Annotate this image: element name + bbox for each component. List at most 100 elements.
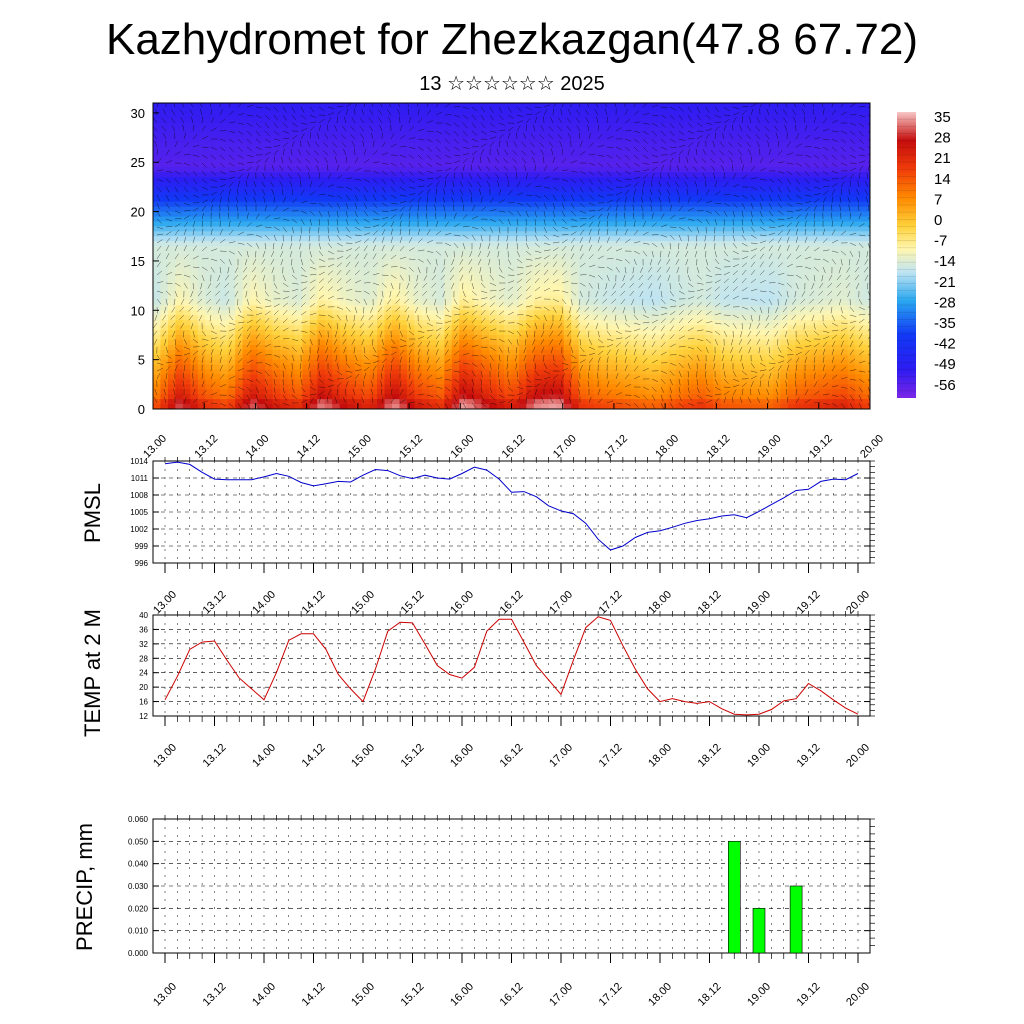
temp-panel: 40 36 32 28 24 20 16 12 13.00 13.12 14.00 14.12 15.0… bbox=[80, 609, 875, 770]
colorbar-label: 28 bbox=[934, 130, 951, 147]
x-tick-label: 14.00 bbox=[250, 981, 278, 1009]
colorbar-label: -35 bbox=[934, 315, 956, 332]
y-tick-label: 16 bbox=[139, 698, 148, 707]
precip-axis-label: PRECIP, mm bbox=[72, 823, 97, 951]
precip-panel: 0.060 0.050 0.040 0.030 0.020 0.010 0.000 13.00… bbox=[72, 815, 875, 1009]
colorbar-labels: 35 28 21 14 7 0 -7 -14 -21 -28 -35 -42 -49 -56 bbox=[934, 109, 956, 394]
cross-section-x-tick-label: 19.00 bbox=[756, 433, 784, 461]
y-tick-label: 0.040 bbox=[128, 860, 149, 869]
cross-section-y-tick-label: 10 bbox=[131, 303, 145, 318]
cross-section-x-tick-label: 15.12 bbox=[397, 433, 425, 461]
x-tick-label: 15.12 bbox=[399, 981, 427, 1009]
colorbar-label: -42 bbox=[934, 336, 956, 353]
x-tick-label: 18.12 bbox=[696, 981, 724, 1009]
colorbar-label: 7 bbox=[934, 191, 942, 208]
x-tick-label: 14.12 bbox=[300, 981, 328, 1009]
colorbar-bands bbox=[897, 118, 916, 392]
cross-section-x-tick-label: 18.12 bbox=[705, 433, 733, 461]
y-tick-label: 32 bbox=[139, 640, 148, 649]
x-tick-label: 16.00 bbox=[448, 981, 476, 1009]
cross-section-x-tick-label: 20.00 bbox=[858, 433, 886, 461]
y-tick-label: 0.030 bbox=[128, 882, 149, 891]
x-tick-label: 13.00 bbox=[151, 981, 179, 1009]
x-tick-label: 20.00 bbox=[844, 742, 872, 770]
cross-section-x-tick-label: 17.00 bbox=[551, 433, 579, 461]
y-tick-label: 999 bbox=[135, 542, 149, 551]
x-tick-label: 17.00 bbox=[547, 981, 575, 1009]
x-tick-label: 14.00 bbox=[250, 742, 278, 770]
y-tick-label: 0.060 bbox=[128, 815, 149, 824]
y-tick-label: 24 bbox=[139, 669, 148, 678]
y-tick-label: 28 bbox=[139, 654, 148, 663]
x-tick-label: 13.12 bbox=[201, 742, 229, 770]
x-tick-label: 18.00 bbox=[646, 742, 674, 770]
chart-subtitle: 13 ☆☆☆☆☆☆ 2025 bbox=[419, 73, 605, 95]
temp-axis-label: TEMP at 2 M bbox=[80, 609, 105, 737]
pmsl-series-line bbox=[164, 461, 859, 551]
y-tick-label: 0.020 bbox=[128, 904, 149, 913]
x-tick-label: 17.12 bbox=[597, 981, 625, 1009]
x-tick-label: 20.00 bbox=[844, 981, 872, 1009]
precip-bar bbox=[752, 907, 766, 954]
y-tick-label: 12 bbox=[139, 712, 148, 721]
y-tick-label: 0.050 bbox=[128, 837, 149, 846]
colorbar-label: -56 bbox=[934, 377, 956, 394]
y-tick-label: 1005 bbox=[130, 508, 148, 517]
y-tick-label: 996 bbox=[135, 559, 149, 568]
wind-vectors bbox=[153, 103, 870, 409]
colorbar-label: -7 bbox=[934, 233, 947, 250]
cross-section-x-axis: 13.00 13.12 14.00 14.12 15.00 15.12 16.00 16.12… bbox=[141, 403, 886, 461]
colorbar-label: 35 bbox=[934, 109, 951, 126]
temp-series-line bbox=[164, 616, 859, 716]
x-tick-label: 17.12 bbox=[597, 742, 625, 770]
x-tick-label: 18.00 bbox=[646, 981, 674, 1009]
x-tick-label: 19.12 bbox=[795, 742, 823, 770]
x-tick-label: 17.00 bbox=[547, 742, 575, 770]
y-tick-label: 1014 bbox=[130, 457, 148, 466]
cross-section-y-tick-label: 0 bbox=[138, 402, 145, 417]
colorbar-label: -21 bbox=[934, 274, 956, 291]
colorbar: 35 28 21 14 7 0 -7 -14 -21 -28 -35 -42 -49 -56 bbox=[897, 109, 956, 398]
cross-section-y-tick-label: 25 bbox=[131, 155, 145, 170]
cross-section-y-tick-label: 20 bbox=[131, 205, 145, 220]
x-tick-label: 13.00 bbox=[151, 742, 179, 770]
cross-section-x-tick-label: 15.00 bbox=[346, 433, 374, 461]
y-tick-label: 20 bbox=[139, 683, 148, 692]
x-tick-label: 19.00 bbox=[745, 742, 773, 770]
cross-section-x-tick-label: 14.00 bbox=[244, 433, 272, 461]
pmsl-axis-label: PMSL bbox=[80, 483, 105, 543]
colorbar-label: 14 bbox=[934, 171, 951, 188]
x-tick-label: 13.12 bbox=[201, 981, 229, 1009]
cross-section-x-tick-label: 18.00 bbox=[653, 433, 681, 461]
x-tick-label: 18.12 bbox=[696, 742, 724, 770]
colorbar-scale bbox=[897, 112, 916, 398]
panel-frame bbox=[152, 614, 871, 717]
x-tick-label: 19.00 bbox=[745, 981, 773, 1009]
x-tick-label: 15.12 bbox=[399, 742, 427, 770]
cross-section-x-tick-label: 16.12 bbox=[500, 433, 528, 461]
cross-section-x-tick-label: 17.12 bbox=[602, 433, 630, 461]
chart-title: Kazhydromet for Zhezkazgan(47.8 67.72) bbox=[105, 15, 918, 64]
colorbar-label: -14 bbox=[934, 253, 956, 270]
cross-section-y-axis: 0 5 10 15 20 25 30 bbox=[131, 106, 159, 417]
cross-section-y-tick-label: 5 bbox=[138, 353, 145, 368]
cross-section-y-tick-label: 15 bbox=[131, 254, 145, 269]
cross-section-x-tick-label: 14.12 bbox=[295, 433, 323, 461]
colorbar-label: 0 bbox=[934, 212, 942, 229]
y-tick-label: 1008 bbox=[130, 491, 148, 500]
colorbar-label: -28 bbox=[934, 294, 956, 311]
cross-section-x-tick-label: 19.12 bbox=[807, 433, 835, 461]
y-tick-label: 40 bbox=[139, 611, 148, 620]
y-tick-label: 1002 bbox=[130, 525, 148, 534]
y-tick-label: 1011 bbox=[131, 474, 149, 483]
temperature-field bbox=[153, 103, 870, 409]
x-tick-label: 15.00 bbox=[349, 742, 377, 770]
x-tick-label: 19.12 bbox=[795, 981, 823, 1009]
x-tick-label: 16.12 bbox=[498, 742, 526, 770]
colorbar-label: 21 bbox=[934, 150, 951, 167]
cross-section-x-tick-label: 13.12 bbox=[192, 433, 220, 461]
precip-bar bbox=[727, 840, 741, 954]
y-tick-label: 0.000 bbox=[128, 949, 149, 958]
